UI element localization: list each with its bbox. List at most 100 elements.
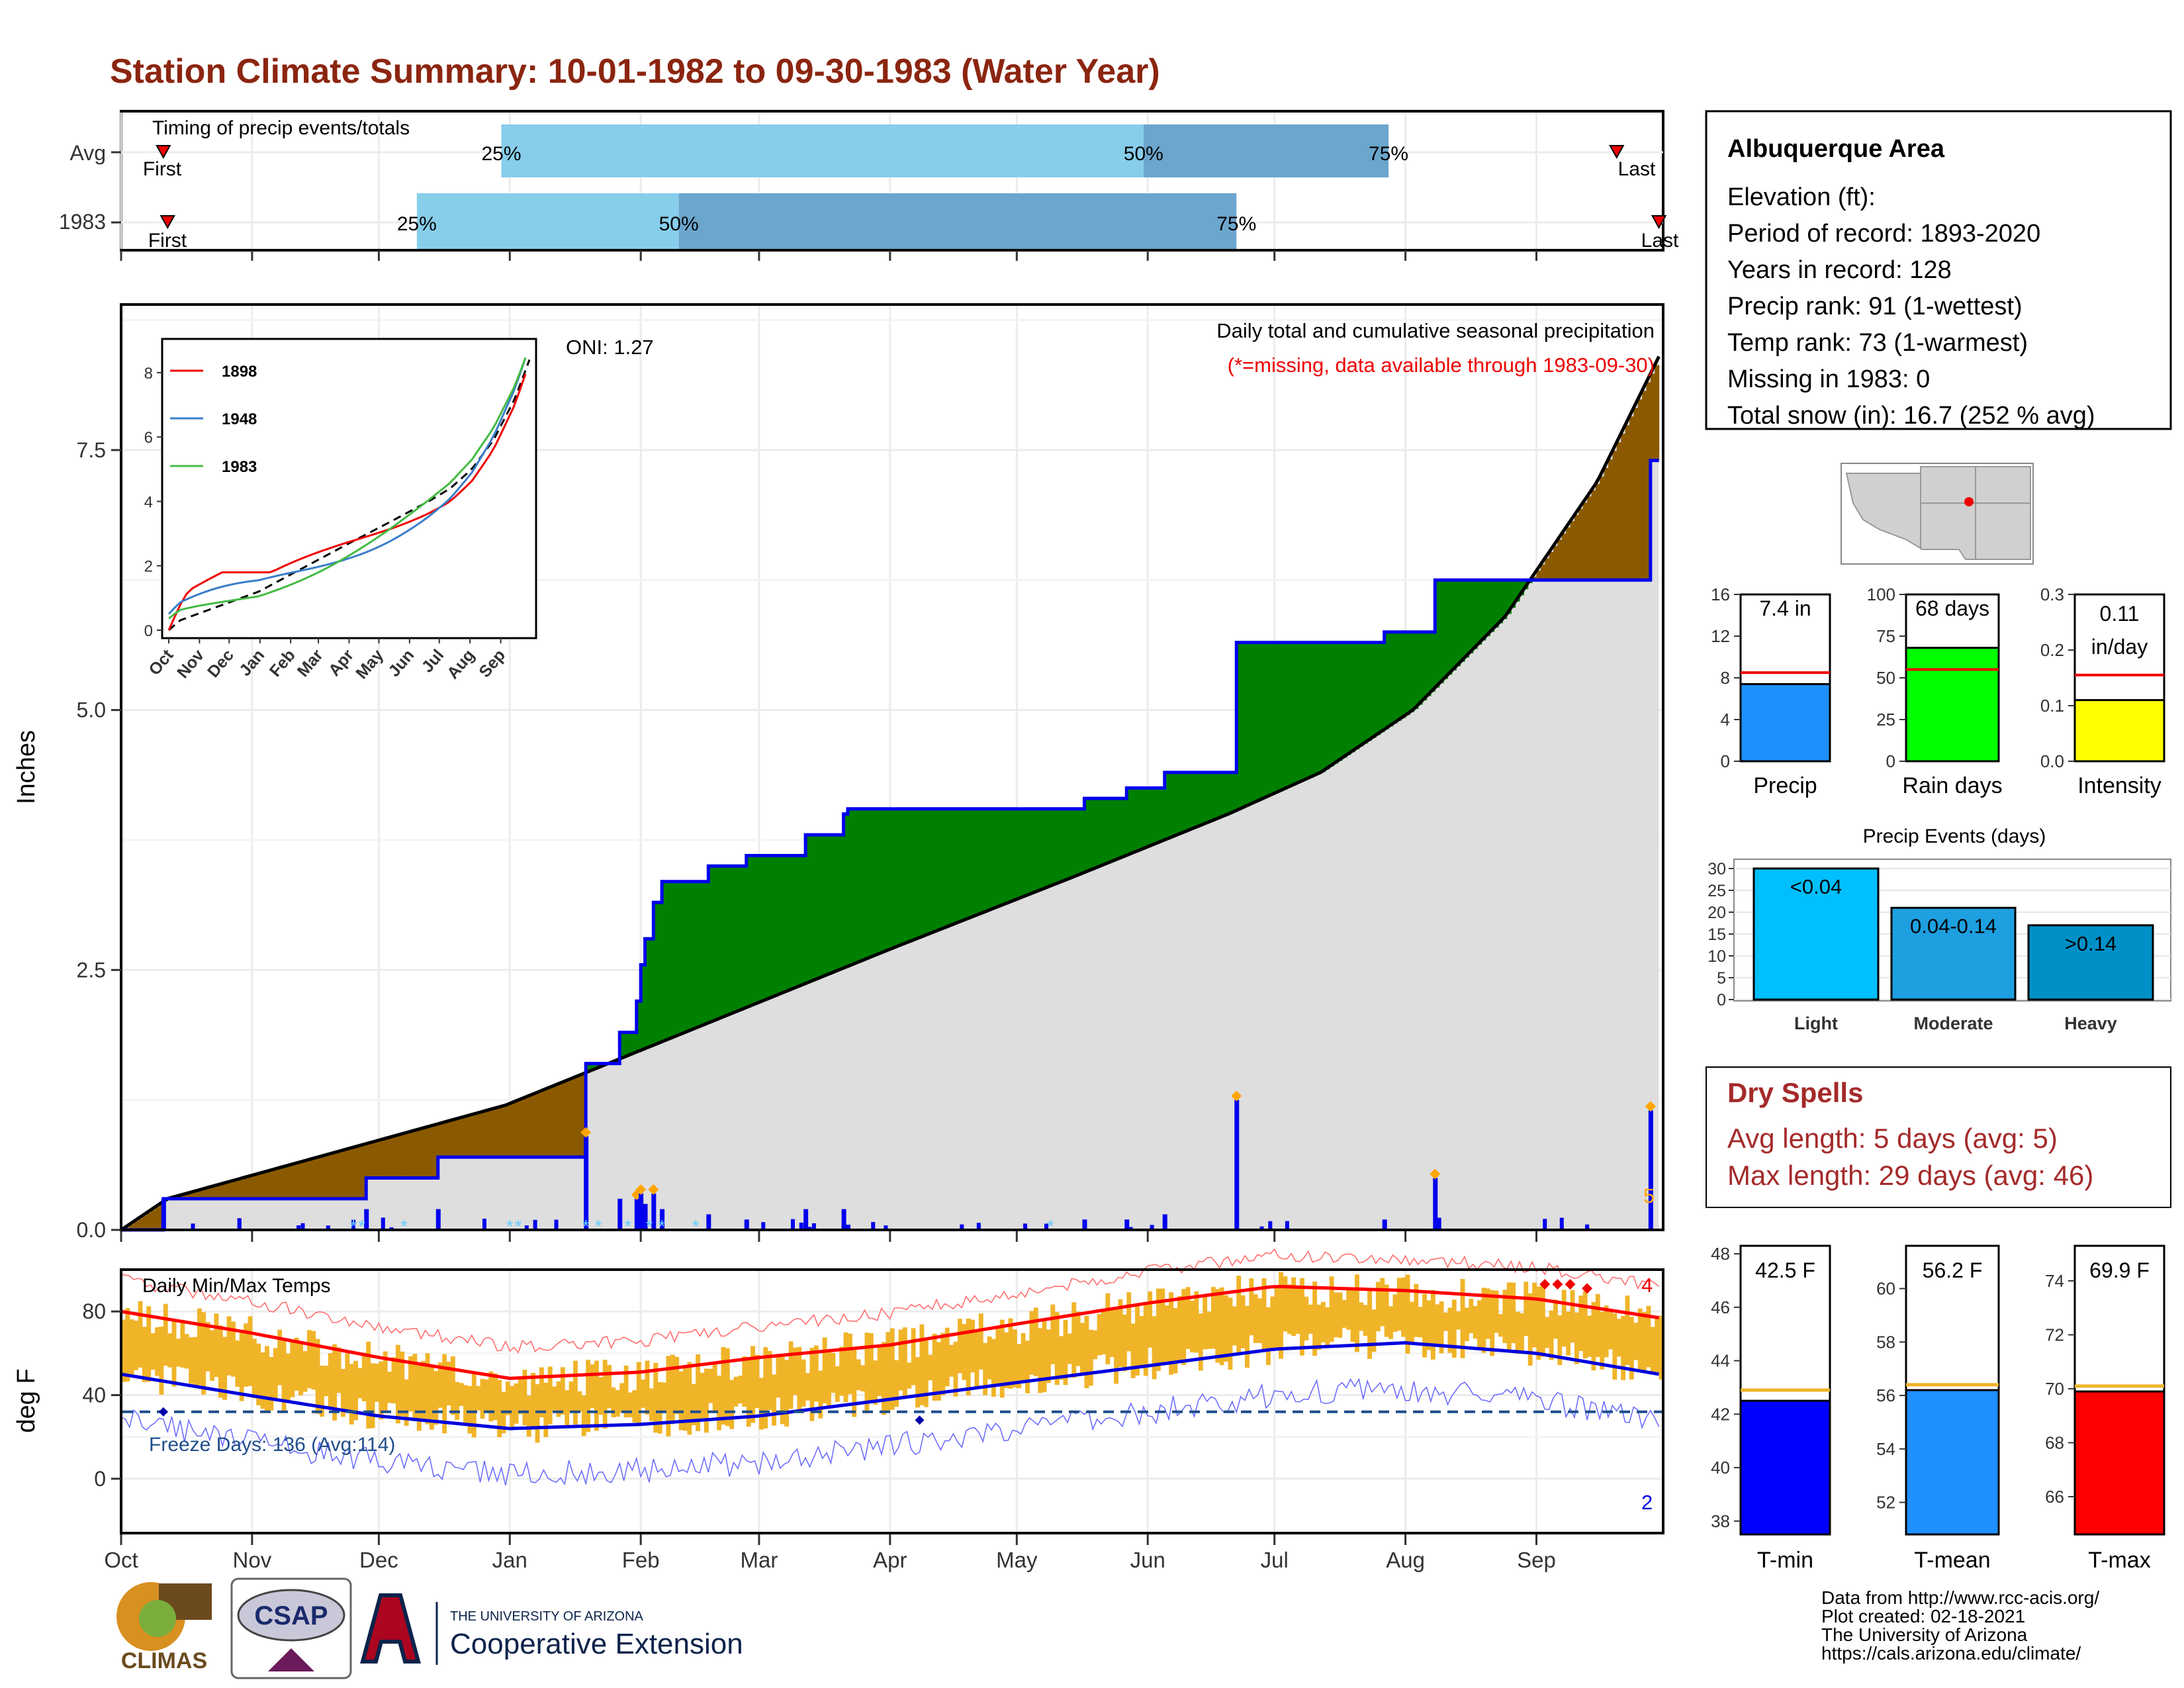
daily-temp-bar <box>1655 1317 1660 1374</box>
daily-temp-bar <box>1545 1317 1550 1348</box>
temp-bar-value <box>1739 1399 1831 1536</box>
above-avg-fill <box>1283 642 1288 790</box>
below-avg-fill <box>416 1129 422 1178</box>
month-label: Feb <box>622 1548 660 1572</box>
above-avg-fill <box>860 808 866 962</box>
hot-count: 4 <box>1641 1274 1653 1297</box>
below-avg-fill <box>1600 476 1605 581</box>
above-avg-fill <box>1295 642 1300 784</box>
temp-bar-value-label: 69.9 F <box>2089 1258 2150 1282</box>
below-avg-fill <box>235 1180 240 1199</box>
daily-temp-bar <box>518 1377 523 1415</box>
below-avg-fill <box>294 1163 299 1199</box>
daily-temp-bar <box>556 1381 561 1417</box>
above-avg-fill <box>940 808 946 929</box>
daily-temp-bar <box>235 1340 240 1387</box>
daily-temp-bar <box>184 1334 189 1369</box>
below-avg-fill <box>1591 490 1596 581</box>
above-avg-fill <box>1414 632 1419 710</box>
below-avg-fill <box>497 1107 502 1158</box>
events-tick-label: 20 <box>1707 904 1726 922</box>
above-avg-fill <box>636 1001 641 1053</box>
daily-temp-bar <box>547 1366 553 1425</box>
daily-temp-bar <box>1295 1288 1300 1335</box>
mini-bar-tick-label: 0.0 <box>2040 751 2064 771</box>
below-avg-fill <box>1595 484 1600 581</box>
below-avg-fill <box>256 1174 261 1199</box>
mini-bar-value-label: in/day <box>2091 635 2148 659</box>
above-avg-fill <box>1012 808 1017 901</box>
above-avg-fill <box>1067 808 1072 880</box>
daily-temp-bar <box>175 1338 181 1367</box>
daily-temp-bar <box>1532 1282 1537 1348</box>
events-bar <box>2027 924 2154 1001</box>
above-avg-fill <box>1384 632 1389 729</box>
daily-temp-bar <box>1050 1304 1056 1364</box>
extreme-precip-marker <box>1430 1168 1441 1180</box>
daily-temp-bar <box>1633 1323 1639 1360</box>
above-avg-fill <box>1046 808 1051 888</box>
daily-temp-bar <box>1625 1295 1630 1365</box>
daily-temp-bar <box>1587 1315 1592 1357</box>
daily-temp-bar <box>421 1360 426 1420</box>
daily-precip-bar <box>1585 1224 1590 1230</box>
events-bar-label: 0.04-0.14 <box>1910 914 1997 937</box>
record-low-marker <box>158 1407 168 1417</box>
above-avg-fill <box>1198 772 1203 827</box>
snow-marker: * <box>582 1216 590 1237</box>
above-avg-fill <box>751 855 756 1006</box>
above-avg-fill <box>1080 808 1085 874</box>
below-avg-fill <box>248 1176 253 1199</box>
daily-temp-bar <box>201 1312 206 1395</box>
daily-precip-bar <box>799 1222 803 1230</box>
daily-temp-bar <box>324 1366 329 1397</box>
daily-temp-bar <box>387 1372 392 1403</box>
daily-temp-bar <box>1519 1313 1524 1353</box>
above-avg-fill <box>1063 808 1068 881</box>
temp-bar-tick-label: 66 <box>2045 1487 2064 1507</box>
daily-temp-bar <box>1549 1310 1554 1360</box>
daily-temp-bar <box>467 1385 473 1434</box>
snow-marker: * <box>595 1216 602 1237</box>
below-avg-fill <box>1642 391 1647 581</box>
daily-temp-bar <box>1524 1282 1529 1336</box>
daily-temp-bar <box>222 1336 228 1400</box>
daily-precip-bar <box>884 1225 888 1230</box>
daily-precip-bar <box>237 1218 242 1230</box>
extreme-precip-marker <box>1231 1090 1242 1102</box>
daily-temp-bar <box>1148 1291 1153 1348</box>
below-avg-fill <box>480 1112 485 1158</box>
above-avg-fill <box>1456 580 1461 667</box>
daily-temp-bar <box>416 1365 422 1431</box>
above-avg-fill <box>1316 642 1322 774</box>
daily-temp-bar <box>843 1332 848 1403</box>
daily-temp-bar <box>1380 1278 1385 1327</box>
daily-temp-bar <box>430 1365 434 1430</box>
daily-precip-bar <box>584 1136 589 1230</box>
above-avg-fill <box>1249 642 1254 805</box>
daily-temp-bar <box>1177 1295 1182 1360</box>
below-avg-fill <box>1621 434 1626 581</box>
climas-logo-globe <box>139 1600 176 1637</box>
below-avg-fill <box>285 1166 291 1199</box>
below-avg-fill <box>476 1113 481 1158</box>
daily-temp-bar <box>615 1389 620 1417</box>
above-avg-fill <box>1515 580 1520 602</box>
daily-precip-bar <box>706 1214 711 1230</box>
above-avg-fill <box>1126 788 1132 856</box>
precip-y-tick-label: 5.0 <box>77 698 106 722</box>
daily-precip-bar <box>1382 1219 1387 1230</box>
daily-temp-bar <box>1527 1293 1533 1366</box>
precip-y-tick-label: 0.0 <box>77 1218 106 1242</box>
daily-temp-bar <box>1443 1312 1448 1331</box>
daily-temp-bar <box>868 1333 874 1402</box>
below-avg-fill <box>1604 467 1609 581</box>
daily-temp-bar <box>1578 1295 1584 1352</box>
month-label: Mar <box>740 1548 778 1572</box>
above-avg-fill <box>923 808 929 936</box>
daily-precip-bar <box>841 1225 846 1230</box>
daily-temp-bar <box>383 1351 388 1411</box>
daily-temp-bar <box>251 1338 257 1399</box>
csap-logo-mountain <box>268 1648 314 1671</box>
daily-precip-bar <box>554 1219 559 1230</box>
